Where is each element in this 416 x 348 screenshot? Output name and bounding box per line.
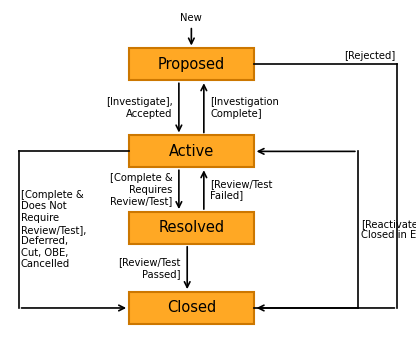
Text: Proposed: Proposed	[158, 57, 225, 72]
Text: [Complete &
Requires
Review/Test]: [Complete & Requires Review/Test]	[110, 173, 173, 206]
Text: [Review/Test
Passed]: [Review/Test Passed]	[119, 257, 181, 279]
FancyBboxPatch shape	[129, 48, 254, 80]
FancyBboxPatch shape	[129, 212, 254, 244]
Text: New: New	[181, 13, 202, 23]
FancyBboxPatch shape	[129, 292, 254, 324]
Text: [Investigate],
Accepted: [Investigate], Accepted	[106, 97, 173, 119]
Text: [Investigation
Complete]: [Investigation Complete]	[210, 97, 279, 119]
Text: [Rejected]: [Rejected]	[344, 51, 395, 61]
Text: [Review/Test
Failed]: [Review/Test Failed]	[210, 179, 272, 200]
Text: Closed: Closed	[167, 300, 216, 316]
Text: [Reactivated],
Closed in Error: [Reactivated], Closed in Error	[361, 219, 416, 240]
Text: Active: Active	[169, 144, 214, 159]
Text: [Complete &
Does Not
Require
Review/Test],
Deferred,
Cut, OBE,
Cancelled: [Complete & Does Not Require Review/Test…	[21, 190, 86, 269]
FancyBboxPatch shape	[129, 135, 254, 167]
Text: Resolved: Resolved	[158, 220, 224, 236]
